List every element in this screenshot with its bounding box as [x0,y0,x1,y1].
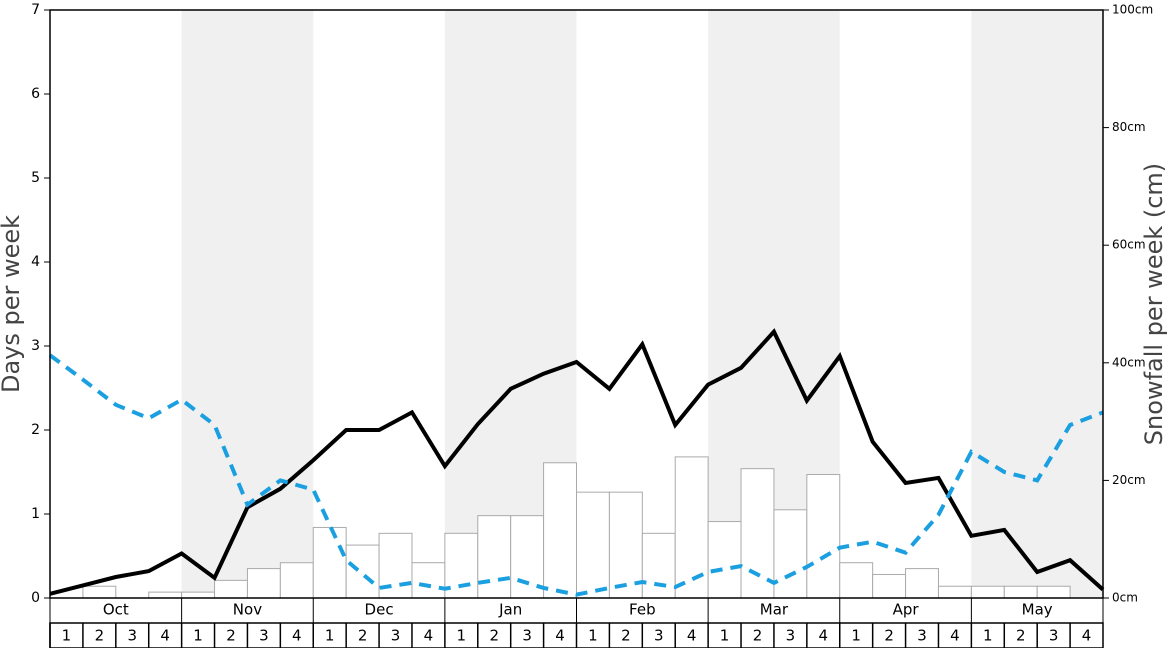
days-line [48,353,1104,597]
snow-bar [1036,585,1071,599]
y-axis-label: Days per week [0,215,25,393]
week-label: 2 [753,627,763,645]
week-label: 4 [950,627,960,645]
y-tick-label: 1 [31,506,40,522]
week-label: 1 [720,627,730,645]
week-label: 4 [687,627,697,645]
snow-bar [312,526,347,599]
week-label: 3 [917,627,927,645]
week-label: 3 [786,627,796,645]
snow-bar [279,562,314,599]
week-label: 3 [259,627,269,645]
snow-bar [872,573,907,599]
snow-bar [839,562,874,599]
month-label: Jan [498,601,522,619]
week-label: 1 [588,627,598,645]
y2-tick-label: 60cm [1112,238,1146,252]
month-label: May [1022,601,1053,619]
snow-bar [970,585,1005,599]
y2-tick-label: 40cm [1112,355,1146,369]
y-tick-label: 3 [31,338,40,354]
month-label: Mar [760,601,789,619]
week-label: 1 [457,627,467,645]
month-label: Nov [233,601,262,619]
week-label: 2 [358,627,368,645]
y2-axis-label: Snowfall per week (cm) [1140,163,1168,445]
snow-bar [181,591,216,599]
snow-bar [674,456,709,599]
week-label: 1 [325,627,335,645]
y-tick-label: 7 [31,2,40,18]
y-tick-label: 0 [31,590,40,606]
snow-bar [1003,585,1038,599]
snow-bar [608,491,643,599]
y-tick-label: 5 [31,170,40,186]
snow-bar [543,462,577,599]
snow-bar [806,474,841,599]
week-label: 4 [555,627,565,645]
snow-bar [246,568,281,599]
y2-tick-label: 20cm [1112,473,1146,487]
snow-bar [576,491,610,599]
week-label: 2 [884,627,894,645]
week-label: 1 [851,627,861,645]
week-label: 3 [1049,627,1059,645]
snow-bar [707,521,742,599]
week-label: 1 [193,627,203,645]
week-label: 3 [391,627,401,645]
week-label: 2 [489,627,499,645]
y2-tick-label: 0cm [1112,591,1138,605]
y2-tick-label: 80cm [1112,120,1146,134]
week-label: 4 [160,627,170,645]
y-tick-label: 4 [31,254,40,270]
month-band [181,10,314,598]
snow-bar [641,532,676,599]
week-label: 2 [226,627,236,645]
snow-bar [214,579,248,599]
week-label: 2 [95,627,105,645]
week-label: 4 [1082,627,1092,645]
week-label: 4 [819,627,829,645]
y-tick-label: 2 [31,422,40,438]
snow-bar [937,585,972,599]
snow-bar [773,509,808,599]
month-label: Feb [629,601,656,619]
week-label: 1 [62,627,72,645]
week-label: 2 [621,627,631,645]
y2-tick-label: 100cm [1112,3,1153,17]
snow-bar [345,544,380,599]
snow-bar [905,568,939,599]
days-line [49,328,1105,596]
week-label: 1 [983,627,993,645]
y-tick-label: 6 [31,86,40,102]
month-label: Dec [365,601,394,619]
snow-bar [411,562,446,599]
week-label: 4 [292,627,302,645]
week-label: 2 [1016,627,1026,645]
week-label: 3 [522,627,532,645]
month-label: Oct [103,601,129,619]
week-label: 4 [424,627,434,645]
week-label: 3 [127,627,137,645]
snow-bar [148,591,183,599]
snow-bar [477,515,512,599]
snow-bar [82,585,117,599]
month-band [971,10,1103,598]
week-label: 3 [654,627,664,645]
month-label: Apr [893,601,920,619]
